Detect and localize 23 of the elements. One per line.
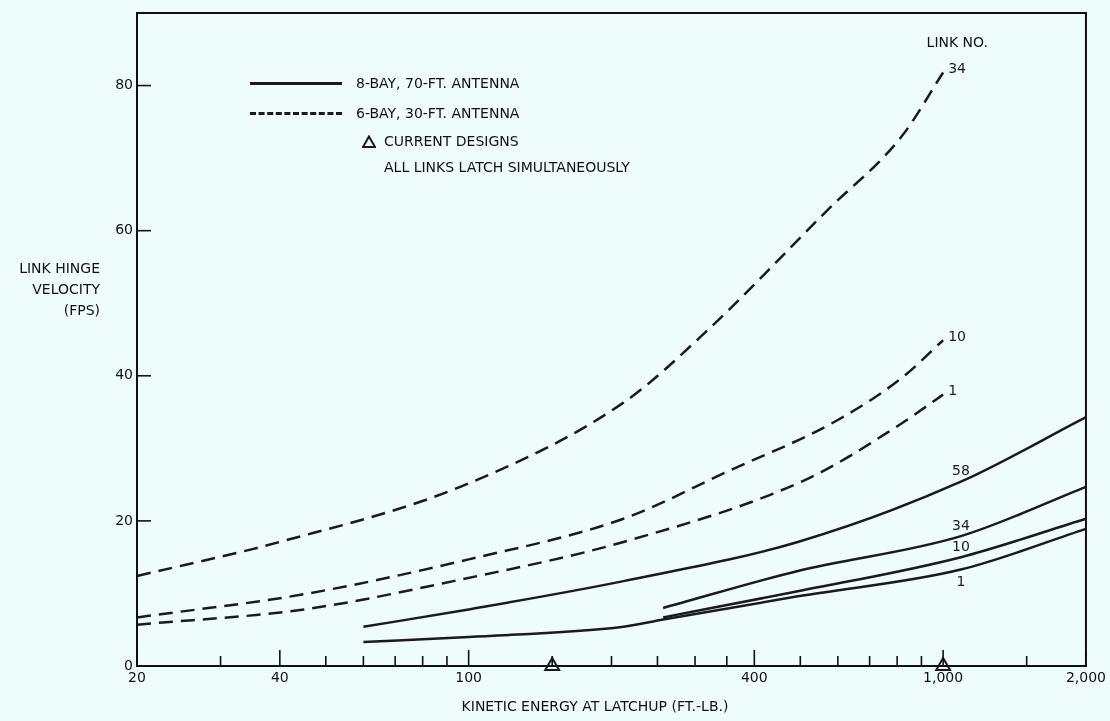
y-tick-label: 60 bbox=[115, 221, 133, 238]
annotation: 8-BAY, 70-FT. ANTENNA bbox=[356, 75, 520, 91]
y-tick-label: 80 bbox=[115, 76, 133, 93]
annotation: LINK NO. bbox=[926, 34, 988, 50]
y-tick-label: 20 bbox=[115, 511, 133, 528]
y-tick-label: 40 bbox=[115, 366, 133, 383]
annotation: 6-BAY, 30-FT. ANTENNA bbox=[356, 105, 520, 121]
x-tick-label: 1,000 bbox=[923, 669, 964, 686]
series-label: 34 bbox=[948, 60, 967, 77]
series-label: 10 bbox=[951, 537, 970, 554]
x-tick-label: 2,000 bbox=[1065, 669, 1107, 686]
legend-label: CURRENT DESIGNS bbox=[384, 133, 519, 149]
series-label: 1 bbox=[956, 573, 966, 590]
series-label: 1 bbox=[948, 382, 958, 399]
x-tick-label: 100 bbox=[455, 669, 483, 686]
annotation: ALL LINKS LATCH SIMULTANEOUSLY bbox=[384, 158, 630, 177]
series-label: 58 bbox=[951, 462, 970, 479]
y-axis-title: LINK HINGE VELOCITY (FPS) bbox=[18, 259, 100, 320]
x-tick-label: 400 bbox=[740, 669, 768, 686]
x-axis-title: KINETIC ENERGY AT LATCHUP (FT.-LB.) bbox=[460, 698, 730, 714]
series-label: 10 bbox=[948, 327, 966, 344]
x-tick-label: 40 bbox=[270, 669, 289, 686]
series-label: 34 bbox=[951, 516, 970, 533]
